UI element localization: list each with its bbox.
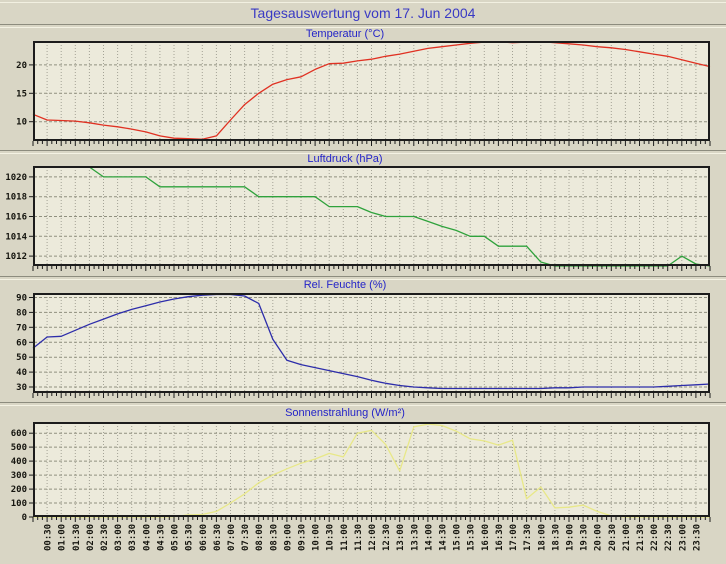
svg-text:23:30: 23:30 [692, 524, 702, 551]
section-divider [0, 402, 726, 406]
section-divider [0, 276, 726, 280]
svg-text:18:30: 18:30 [551, 524, 561, 551]
svg-text:10: 10 [16, 118, 27, 128]
svg-text:12:30: 12:30 [382, 524, 392, 551]
page-title: Tagesauswertung vom 17. Jun 2004 [250, 5, 476, 21]
svg-text:13:30: 13:30 [410, 524, 420, 551]
svg-text:11:00: 11:00 [340, 524, 350, 551]
svg-text:09:00: 09:00 [283, 524, 293, 551]
svg-text:500: 500 [11, 443, 27, 453]
svg-text:90: 90 [16, 294, 27, 304]
svg-text:12:00: 12:00 [368, 524, 378, 551]
svg-text:19:00: 19:00 [566, 524, 576, 551]
section-divider [0, 24, 726, 28]
svg-text:1014: 1014 [5, 232, 27, 242]
chart-title-humidity: Rel. Feuchte (%) [303, 279, 387, 291]
svg-text:16:00: 16:00 [481, 524, 491, 551]
svg-text:14:00: 14:00 [424, 524, 434, 551]
svg-text:05:00: 05:00 [171, 524, 181, 551]
svg-text:18:00: 18:00 [537, 524, 547, 551]
svg-text:09:30: 09:30 [298, 524, 308, 551]
temperature-chart-svg: 10 15 20 [16, 40, 711, 146]
svg-text:08:00: 08:00 [255, 524, 265, 551]
svg-text:1016: 1016 [5, 213, 27, 223]
svg-text:14:30: 14:30 [439, 524, 449, 551]
svg-text:16:30: 16:30 [495, 524, 505, 551]
svg-text:22:30: 22:30 [664, 524, 674, 551]
humidity-chart: 30 40 50 60 70 80 90 [16, 293, 711, 398]
svg-text:07:00: 07:00 [227, 524, 237, 551]
svg-text:04:30: 04:30 [156, 524, 166, 551]
svg-text:02:00: 02:00 [86, 524, 96, 551]
svg-text:01:00: 01:00 [58, 524, 68, 551]
svg-text:11:30: 11:30 [354, 524, 364, 551]
svg-text:1012: 1012 [5, 252, 27, 262]
svg-text:10:30: 10:30 [326, 524, 336, 551]
svg-text:03:00: 03:00 [114, 524, 124, 551]
svg-text:400: 400 [11, 457, 27, 467]
svg-text:02:30: 02:30 [100, 524, 110, 551]
svg-text:07:30: 07:30 [241, 524, 251, 551]
temperature-chart: 10 15 20 [16, 40, 711, 146]
svg-text:21:00: 21:00 [622, 524, 632, 551]
svg-text:23:00: 23:00 [678, 524, 688, 551]
svg-text:15:00: 15:00 [453, 524, 463, 551]
svg-text:19:30: 19:30 [580, 524, 590, 551]
svg-text:08:30: 08:30 [269, 524, 279, 551]
svg-text:03:30: 03:30 [128, 524, 138, 551]
svg-text:50: 50 [16, 353, 27, 363]
svg-text:1020: 1020 [5, 173, 27, 183]
svg-text:01:30: 01:30 [72, 524, 82, 551]
svg-text:15: 15 [16, 89, 27, 99]
svg-text:600: 600 [11, 429, 27, 439]
svg-text:70: 70 [16, 323, 27, 333]
panel-edge-highlight [0, 2, 726, 3]
pressure-chart: 1012 1014 1016 1018 1020 [5, 166, 711, 271]
chart-title-pressure: Luftdruck (hPa) [307, 153, 383, 165]
svg-text:17:30: 17:30 [523, 524, 533, 551]
svg-text:40: 40 [16, 368, 27, 378]
svg-text:1018: 1018 [5, 193, 27, 203]
chart-title-solar-radiation: Sonnenstrahlung (W/m²) [285, 407, 405, 419]
svg-text:10:00: 10:00 [312, 524, 322, 551]
svg-text:06:30: 06:30 [213, 524, 223, 551]
svg-text:30: 30 [16, 383, 27, 393]
chart-title-temperature: Temperatur (°C) [305, 28, 385, 40]
svg-text:15:30: 15:30 [467, 524, 477, 551]
section-divider [0, 150, 726, 154]
svg-text:17:00: 17:00 [509, 524, 519, 551]
svg-text:13:00: 13:00 [396, 524, 406, 551]
humidity-chart-svg: 30 40 50 60 70 80 90 [16, 293, 711, 398]
svg-text:22:00: 22:00 [650, 524, 660, 551]
svg-text:05:30: 05:30 [185, 524, 195, 551]
svg-text:0: 0 [22, 513, 27, 523]
svg-text:100: 100 [11, 499, 27, 509]
svg-text:20:30: 20:30 [608, 524, 618, 551]
solar-radiation-chart: 0 100 200 300 400 500 600 00:30 01:00 01:30 02:00 0… [11, 422, 711, 551]
svg-text:300: 300 [11, 471, 27, 481]
pressure-chart-svg: 1012 1014 1016 1018 1020 [5, 166, 711, 271]
svg-text:06:00: 06:00 [199, 524, 209, 551]
svg-text:00:30: 00:30 [44, 524, 54, 551]
svg-text:60: 60 [16, 338, 27, 348]
svg-text:20:00: 20:00 [594, 524, 604, 551]
svg-text:80: 80 [16, 308, 27, 318]
svg-text:20: 20 [16, 61, 27, 71]
svg-text:04:00: 04:00 [142, 524, 152, 551]
svg-text:21:30: 21:30 [636, 524, 646, 551]
svg-text:200: 200 [11, 485, 27, 495]
solar-radiation-chart-svg: 0 100 200 300 400 500 600 00:30 01:00 01:30 02:00 0… [11, 422, 711, 551]
